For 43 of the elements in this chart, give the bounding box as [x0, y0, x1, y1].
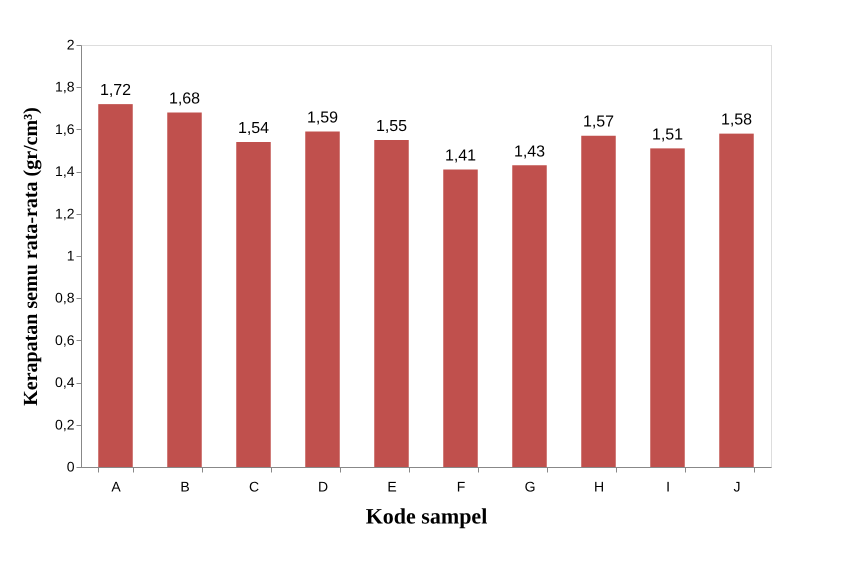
data-label: 1,51 — [652, 126, 684, 144]
data-label: 1,43 — [514, 143, 546, 160]
y-tick-label: 2 — [66, 36, 75, 52]
data-label: 1,54 — [238, 120, 270, 138]
x-tick-label: B — [180, 478, 190, 494]
y-tick-label: 1,8 — [55, 78, 75, 95]
x-tick-label: A — [111, 478, 122, 494]
data-label: 1,68 — [168, 90, 200, 108]
bar — [512, 165, 547, 467]
data-label: 1,59 — [306, 110, 338, 127]
bar — [305, 132, 340, 467]
x-axis-title: Kode sampel — [366, 504, 488, 528]
data-label: 1,72 — [100, 82, 132, 100]
bar — [98, 104, 133, 467]
y-axis-title: Kerapatan semu rata-rata (gr/cm³) — [20, 107, 42, 406]
x-tick-label: H — [594, 478, 604, 494]
x-tick-label: D — [318, 478, 328, 494]
x-tick-label: C — [248, 478, 260, 494]
bar — [650, 148, 685, 467]
bar — [581, 136, 616, 467]
data-label: 1,55 — [376, 118, 408, 135]
x-tick-label: G — [524, 478, 536, 494]
y-tick-label: 0,2 — [55, 416, 75, 432]
y-tick-label: 0,4 — [55, 374, 75, 390]
bar — [236, 142, 271, 467]
x-tick-label: I — [666, 478, 670, 494]
bar — [167, 112, 202, 467]
x-tick-label: J — [734, 478, 740, 494]
y-tick-label: 0,6 — [55, 332, 75, 348]
data-label: 1,58 — [720, 112, 752, 129]
y-tick-label: 0,8 — [55, 290, 75, 306]
bar — [374, 140, 409, 467]
y-tick-label: 1,6 — [55, 120, 75, 137]
y-tick-label: 1,4 — [55, 163, 75, 180]
x-tick-label: E — [387, 478, 397, 494]
y-tick-label: 1,2 — [55, 205, 75, 222]
bar — [443, 169, 478, 467]
y-tick-label: 0 — [66, 458, 75, 474]
data-label: 1,41 — [444, 147, 476, 164]
x-tick-label: F — [456, 478, 466, 494]
y-tick-label: 1 — [66, 248, 75, 264]
bar — [719, 134, 754, 467]
data-label: 1,57 — [582, 114, 614, 131]
